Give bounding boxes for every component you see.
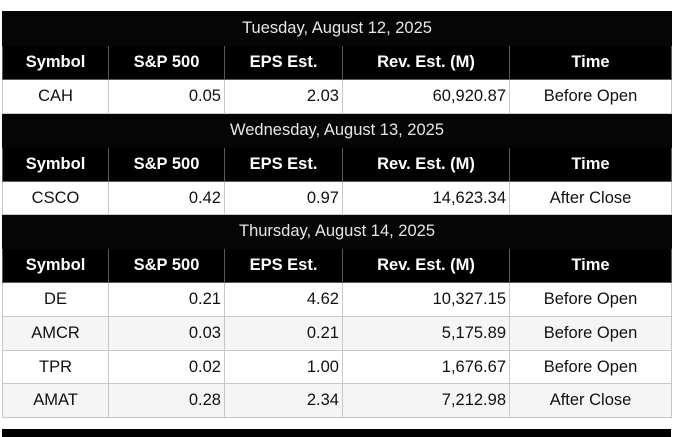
header-rev-est: Rev. Est. (M) [342, 146, 510, 182]
table-row: CAH 0.05 2.03 60,920.87 Before Open [2, 79, 673, 114]
header-time: Time [508, 248, 673, 284]
cell-revenue-estimate: 10,327.15 [342, 282, 510, 318]
header-eps-est: EPS Est. [224, 248, 343, 284]
date-header-row: Thursday, August 14, 2025 [1, 214, 673, 250]
cell-revenue-estimate: 7,212.98 [342, 383, 510, 419]
cell-report-time: After Close [508, 180, 673, 216]
header-sp500: S&P 500 [108, 45, 225, 80]
cell-eps-estimate: 4.62 [224, 282, 343, 318]
header-symbol: Symbol [2, 248, 109, 284]
date-heading: Wednesday, August 13, 2025 [1, 112, 673, 148]
column-header-row: Symbol S&P 500 EPS Est. Rev. Est. (M) Time [2, 248, 673, 284]
cell-report-time: After Close [508, 383, 673, 419]
header-time: Time [508, 146, 673, 182]
cell-report-time: Before Open [508, 282, 673, 318]
column-header-row: Symbol S&P 500 EPS Est. Rev. Est. (M) Time [2, 146, 673, 182]
table-row: TPR 0.02 1.00 1,676.67 Before Open [2, 349, 673, 385]
cell-sp500-weight: 0.05 [108, 79, 225, 114]
table-row: DE 0.21 4.62 10,327.15 Before Open [2, 282, 673, 318]
table-bottom-bar [2, 429, 671, 437]
earnings-calendar: Tuesday, August 12, 2025 Symbol S&P 500 EPS… [1, 11, 673, 419]
header-rev-est: Rev. Est. (M) [342, 45, 510, 80]
cell-revenue-estimate: 14,623.34 [342, 180, 510, 216]
cell-symbol: AMAT [2, 383, 109, 419]
earnings-table: Tuesday, August 12, 2025 Symbol S&P 500 EPS… [1, 11, 673, 419]
table-row: AMAT 0.28 2.34 7,212.98 After Close [2, 383, 673, 419]
cell-report-time: Before Open [508, 316, 673, 351]
cell-symbol: CSCO [2, 180, 109, 216]
cell-sp500-weight: 0.28 [108, 383, 225, 419]
cell-eps-estimate: 0.21 [224, 316, 343, 351]
cell-sp500-weight: 0.03 [108, 316, 225, 351]
cell-eps-estimate: 2.03 [224, 79, 343, 114]
cell-revenue-estimate: 5,175.89 [342, 316, 510, 351]
cell-sp500-weight: 0.42 [108, 180, 225, 216]
cell-sp500-weight: 0.02 [108, 349, 225, 385]
cell-report-time: Before Open [508, 349, 673, 385]
header-symbol: Symbol [2, 146, 109, 182]
date-heading: Thursday, August 14, 2025 [1, 214, 673, 250]
cell-symbol: TPR [2, 349, 109, 385]
header-symbol: Symbol [2, 45, 109, 80]
cell-sp500-weight: 0.21 [108, 282, 225, 318]
header-rev-est: Rev. Est. (M) [342, 248, 510, 284]
table-row: CSCO 0.42 0.97 14,623.34 After Close [2, 180, 673, 216]
cell-revenue-estimate: 1,676.67 [342, 349, 510, 385]
table-row: AMCR 0.03 0.21 5,175.89 Before Open [2, 316, 673, 351]
date-header-row: Wednesday, August 13, 2025 [1, 112, 673, 148]
header-sp500: S&P 500 [108, 248, 225, 284]
date-header-row: Tuesday, August 12, 2025 [1, 11, 673, 46]
cell-eps-estimate: 0.97 [224, 180, 343, 216]
cell-report-time: Before Open [508, 79, 673, 114]
cell-symbol: AMCR [2, 316, 109, 351]
cell-symbol: CAH [2, 79, 109, 114]
cell-eps-estimate: 2.34 [224, 383, 343, 419]
column-header-row: Symbol S&P 500 EPS Est. Rev. Est. (M) Time [2, 45, 673, 80]
header-eps-est: EPS Est. [224, 45, 343, 80]
cell-symbol: DE [2, 282, 109, 318]
date-heading: Tuesday, August 12, 2025 [1, 11, 673, 46]
cell-eps-estimate: 1.00 [224, 349, 343, 385]
header-eps-est: EPS Est. [224, 146, 343, 182]
header-time: Time [508, 45, 673, 80]
header-sp500: S&P 500 [108, 146, 225, 182]
cell-revenue-estimate: 60,920.87 [342, 79, 510, 114]
